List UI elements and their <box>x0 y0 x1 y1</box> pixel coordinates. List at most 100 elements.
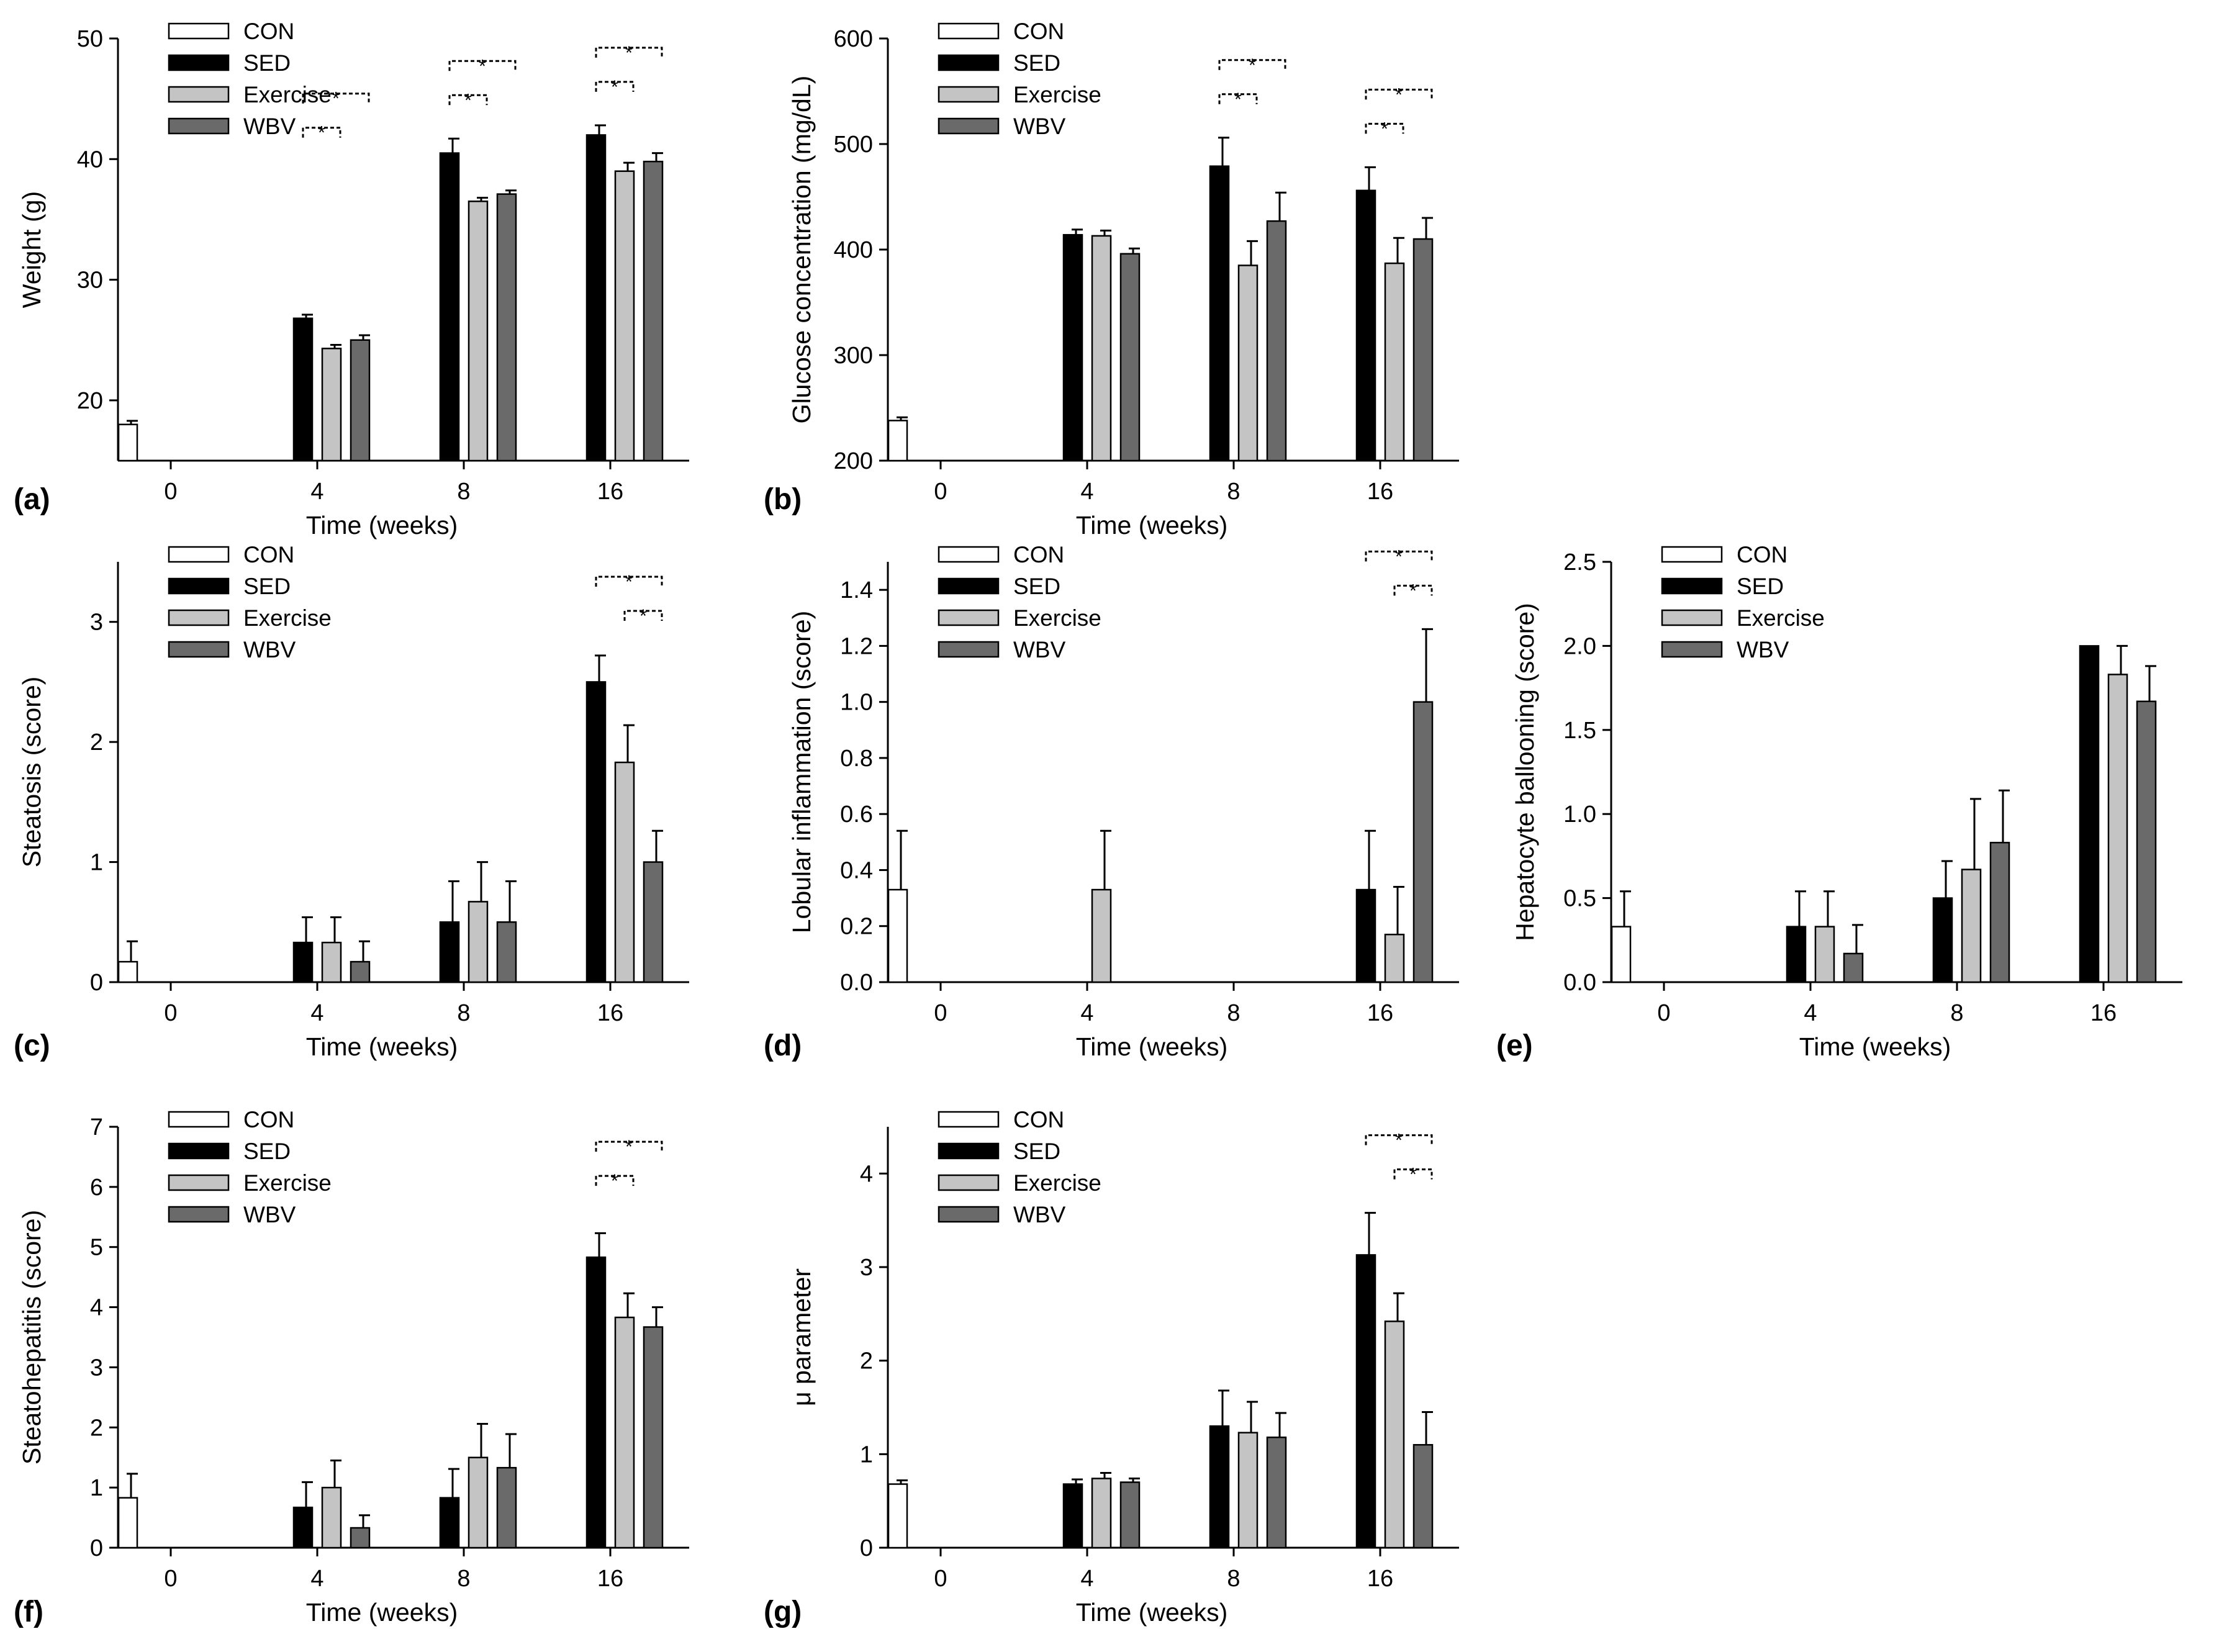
x-tick-label: 0 <box>1657 1000 1670 1026</box>
significance-bracket <box>1218 59 1286 70</box>
legend-label: WBV <box>243 114 296 139</box>
y-axis-title: Weight (g) <box>17 191 46 308</box>
y-tick-label: 0.2 <box>840 914 873 940</box>
legend-swatch-exercise <box>938 1174 1000 1191</box>
y-tick-label: 2 <box>90 729 103 756</box>
legend: CON SED Exercise WBV <box>1661 542 1825 662</box>
x-axis-title: Time (weeks) <box>306 1032 458 1061</box>
legend-label: SED <box>243 574 291 599</box>
legend-label: SED <box>243 50 291 76</box>
bar-sed-16 <box>585 134 607 462</box>
x-tick-label: 4 <box>1080 479 1093 505</box>
bar-exercise-4 <box>1814 926 1835 983</box>
x-tick-label: 0 <box>934 1000 947 1026</box>
y-axis-title: μ parameter <box>787 1268 816 1406</box>
legend-swatch-exercise <box>168 1174 230 1191</box>
bar-wbv-8 <box>1266 220 1287 462</box>
y-tick-label: 2.0 <box>1563 633 1596 659</box>
significance-bracket <box>302 127 341 138</box>
y-tick-label: 4 <box>90 1295 103 1321</box>
legend-swatch-exercise <box>938 609 1000 626</box>
legend-label: WBV <box>1013 114 1066 139</box>
legend-label: CON <box>1737 542 1787 567</box>
bar-wbv-16 <box>643 1326 664 1549</box>
x-tick-label: 0 <box>164 1566 177 1592</box>
significance-marker: * <box>625 43 633 63</box>
legend-swatch-sed <box>168 54 230 71</box>
significance-marker: * <box>611 77 618 97</box>
panel-label: (d) <box>764 1029 802 1062</box>
y-axis-title: Glucose concentration (mg/dL) <box>787 76 816 424</box>
legend-label: SED <box>1013 1139 1060 1164</box>
significance-bracket <box>1365 550 1433 562</box>
x-axis-title: Time (weeks) <box>306 1598 458 1627</box>
bar-wbv-4 <box>1119 253 1141 462</box>
legend-label: Exercise <box>243 605 332 631</box>
significance-bracket <box>595 81 635 92</box>
y-axis-title: Steatohepatitis (score) <box>17 1210 46 1465</box>
bar-wbv-4 <box>1119 1481 1141 1549</box>
legend-swatch-exercise <box>168 86 230 103</box>
y-tick-label: 6 <box>90 1175 103 1201</box>
bar-exercise-4 <box>321 941 342 983</box>
bar-sed-16 <box>585 1256 607 1549</box>
bar-wbv-8 <box>496 1466 517 1549</box>
x-tick-label: 0 <box>164 1000 177 1026</box>
x-tick-label: 4 <box>1080 1000 1093 1026</box>
x-tick-label: 16 <box>597 1000 623 1026</box>
x-tick-label: 16 <box>1367 1000 1393 1026</box>
y-tick-label: 2.5 <box>1563 549 1596 575</box>
bar-wbv-16 <box>1412 238 1434 462</box>
panel-label: (c) <box>14 1029 50 1062</box>
chart-panel-a: 20 30 40 50 0 4 8 16 Time (weeks) Weight (g) (a) * *… <box>14 19 689 539</box>
legend: CON SED Exercise WBV <box>938 1107 1101 1227</box>
x-tick-label: 16 <box>2090 1000 2117 1026</box>
significance-marker: * <box>318 123 325 143</box>
significance-marker: * <box>1234 89 1242 110</box>
chart-panel-g: 0 1 2 3 4 0 4 8 16 Time (weeks) μ parameter (g) * * CO… <box>764 1107 1459 1628</box>
bar-wbv-16 <box>643 160 664 462</box>
significance-marker: * <box>1395 546 1403 567</box>
y-tick-label: 400 <box>834 237 873 263</box>
legend-swatch-sed <box>168 577 230 595</box>
significance-marker: * <box>611 1171 618 1191</box>
bar-wbv-4 <box>350 339 371 462</box>
x-tick-label: 16 <box>1367 1566 1393 1592</box>
y-tick-label: 600 <box>834 26 873 52</box>
bar-sed-16 <box>1355 1254 1376 1549</box>
bar-sed-16 <box>585 681 607 983</box>
bar-wbv-8 <box>496 921 517 983</box>
y-tick-label: 200 <box>834 448 873 474</box>
legend-label: CON <box>1013 542 1064 567</box>
y-tick-label: 1.0 <box>1563 801 1596 828</box>
bar-exercise-16 <box>1384 1320 1405 1549</box>
bar-sed-8 <box>1932 897 1953 983</box>
legend-label: CON <box>243 1107 294 1132</box>
significance-marker: * <box>464 90 472 111</box>
y-tick-label: 1.0 <box>840 690 873 716</box>
x-tick-label: 8 <box>457 479 470 505</box>
y-tick-label: 50 <box>77 26 103 52</box>
y-tick-label: 2 <box>90 1415 103 1441</box>
x-tick-label: 8 <box>457 1000 470 1026</box>
x-tick-label: 0 <box>934 479 947 505</box>
bar-wbv-16 <box>1412 1444 1434 1549</box>
x-tick-label: 16 <box>1367 479 1393 505</box>
x-tick-label: 8 <box>1950 1000 1963 1026</box>
y-tick-label: 20 <box>77 388 103 414</box>
panel-label: (b) <box>764 483 802 516</box>
bar-exercise-4 <box>1091 888 1112 983</box>
legend-label: CON <box>243 19 294 44</box>
legend-label: Exercise <box>1737 605 1825 631</box>
y-tick-label: 1 <box>90 850 103 876</box>
legend: CON SED Exercise WBV <box>168 19 332 139</box>
y-tick-label: 500 <box>834 132 873 158</box>
bar-sed-8 <box>1209 165 1230 462</box>
x-tick-label: 8 <box>1227 1566 1240 1592</box>
x-tick-label: 0 <box>934 1566 947 1592</box>
legend-label: CON <box>1013 19 1064 44</box>
bar-wbv-16 <box>1412 701 1434 983</box>
legend-label: Exercise <box>1013 82 1101 107</box>
bar-wbv-4 <box>350 1527 371 1549</box>
x-tick-label: 4 <box>1080 1566 1093 1592</box>
